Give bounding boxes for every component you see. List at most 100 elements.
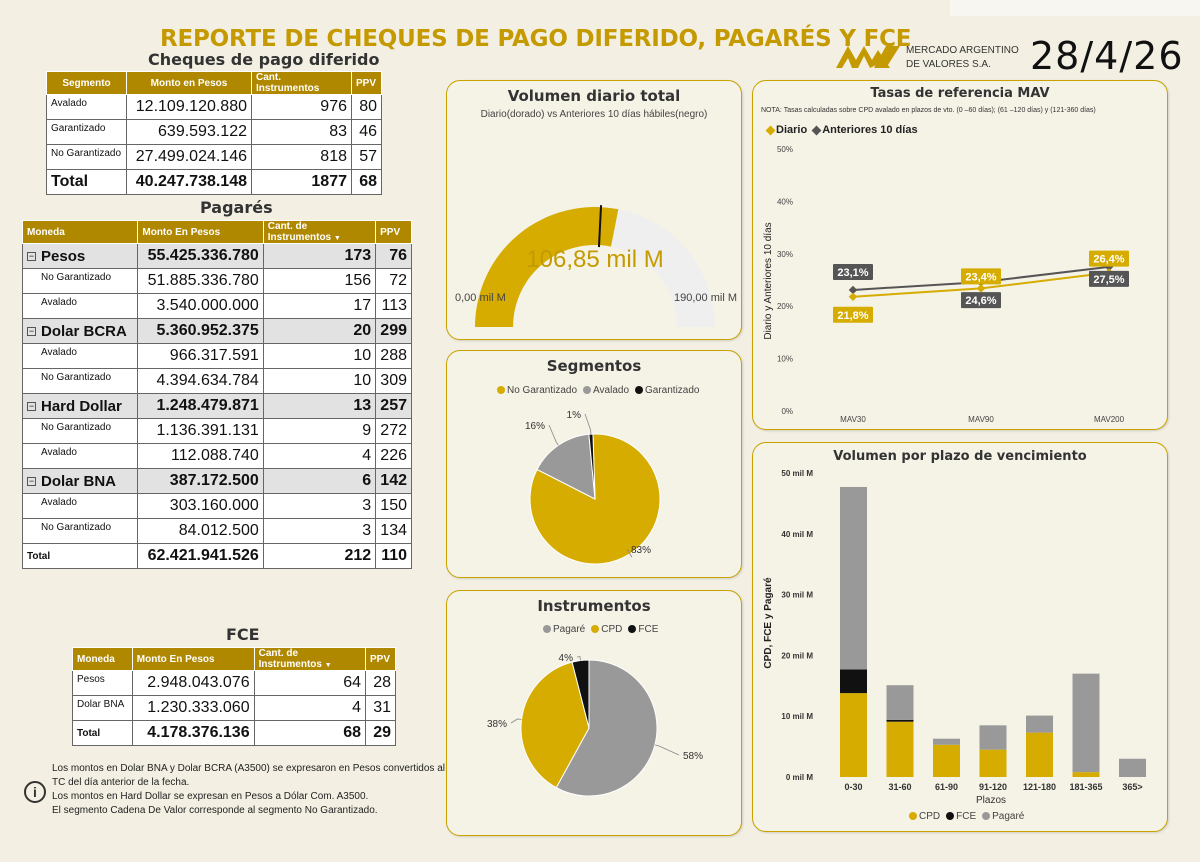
legend-marker-icon [583, 386, 592, 394]
group-name: Dolar BNA [41, 472, 117, 490]
group-name: Pesos [41, 247, 86, 265]
collapse-icon[interactable]: − [27, 400, 36, 411]
instrumentos-legend: Pagaré CPD FCE [537, 624, 658, 635]
legend-label: FCE [956, 811, 977, 822]
group-row[interactable]: − Hard Dollar 1.248.479.871 13 257 [21, 393, 412, 419]
legend-item[interactable]: No Garantizado [491, 385, 577, 396]
bar-segment [979, 725, 1007, 750]
y-axis-label: Diario y Anteriores 10 días [763, 222, 774, 339]
cell-moneda[interactable]: − Hard Dollar [21, 393, 139, 419]
cell-moneda[interactable]: − Dolar BNA [21, 468, 139, 494]
legend-item[interactable]: Garantizado [629, 385, 700, 396]
cell-monto: 4.178.376.136 [131, 720, 255, 746]
group-name: Dolar BCRA [41, 322, 127, 340]
cell-ppv: 113 [375, 293, 412, 319]
y-tick-label: 0 mil M [786, 773, 813, 782]
pie-leader-line [548, 424, 559, 446]
cell-seg: No Garantizado [21, 268, 139, 294]
pie-slice [588, 433, 596, 500]
bar-segment [840, 486, 867, 670]
col-cant: Cant. Instrumentos [251, 71, 352, 95]
table-row: Dolar BNA 1.230.333.060 4 31 [72, 695, 397, 721]
cell-monto: 40.247.738.148 [126, 169, 252, 195]
legend-item[interactable]: Avalado [577, 385, 629, 396]
col-cant[interactable]: Cant. de Instrumentos ▼ [262, 220, 377, 244]
x-tick-label: 121-180 [1023, 782, 1056, 792]
cheques-title: Cheques de pago diferido [148, 50, 380, 69]
legend-item[interactable]: FCE [622, 624, 658, 635]
legend-marker-icon [497, 386, 505, 394]
series-point [848, 292, 858, 302]
cell-cant: 17 [262, 293, 377, 319]
table-row: No Garantizado 1.136.391.131 9 272 [21, 418, 412, 444]
cell-seg: Garantizado [46, 119, 127, 145]
instrumentos-pie: 58% 38% 4% [487, 653, 703, 797]
cell-moneda[interactable]: − Pesos [21, 243, 139, 269]
cell-monto: 303.160.000 [137, 493, 264, 519]
group-row[interactable]: − Dolar BCRA 5.360.952.375 20 299 [21, 318, 412, 344]
pagares-table: Moneda Monto En Pesos Cant. de Instrumen… [21, 220, 412, 569]
cell-seg: Dolar BNA [72, 695, 133, 721]
bar-segment [840, 669, 867, 694]
cell-ppv: 68 [351, 169, 382, 195]
group-row[interactable]: − Pesos 55.425.336.780 173 76 [21, 243, 412, 269]
table-row: Pesos 2.948.043.076 64 28 [72, 670, 397, 696]
series-point [848, 285, 858, 295]
y-tick-label: 40 mil M [781, 530, 813, 539]
series-point [976, 284, 986, 293]
cell-cant: 4 [253, 695, 366, 721]
legend-item[interactable]: CPD [585, 624, 622, 635]
x-tick-label: MAV90 [968, 415, 994, 424]
data-label-box [833, 263, 873, 280]
cell-cant: 3 [262, 493, 377, 519]
legend-item[interactable]: Pagaré [537, 624, 585, 635]
cell-ppv: 110 [375, 543, 412, 569]
cell-cant: 4 [262, 443, 377, 469]
legend-item[interactable]: Diario [761, 124, 807, 136]
bar-segment [1072, 673, 1100, 773]
y-tick-label: 20 mil M [781, 651, 813, 660]
group-row[interactable]: − Dolar BNA 387.172.500 6 142 [21, 468, 412, 494]
legend-item[interactable]: Pagaré [976, 811, 1024, 822]
cell-monto: 1.136.391.131 [137, 418, 264, 444]
cell-seg: Avalado [21, 493, 139, 519]
gauge-value-arc [475, 207, 619, 327]
legend-marker-icon [982, 812, 991, 820]
segmentos-panel: Segmentos No Garantizado Avalado Garantiza… [446, 350, 742, 578]
y-tick-label: 0% [781, 407, 793, 416]
cell-monto: 3.540.000.000 [137, 293, 264, 319]
table-header: Moneda Monto En Pesos Cant. de Instrumen… [72, 647, 397, 671]
col-monto: Monto en Pesos [126, 71, 252, 95]
mav-logo-icon [836, 46, 900, 68]
group-name: Hard Dollar [41, 397, 122, 415]
cell-cant: 1877 [251, 169, 352, 195]
cell-monto: 27.499.024.146 [126, 144, 252, 170]
cell-moneda[interactable]: − Dolar BCRA [21, 318, 139, 344]
total-row: Total 4.178.376.136 68 29 [72, 720, 397, 746]
col-cant[interactable]: Cant. de Instrumentos ▼ [253, 647, 366, 671]
cell-ppv: 142 [375, 468, 412, 494]
cell-seg: Avalado [21, 443, 139, 469]
cell-cant: 156 [262, 268, 377, 294]
legend-item[interactable]: CPD [903, 811, 940, 822]
cell-seg: Avalado [21, 293, 139, 319]
cell-monto: 639.593.122 [126, 119, 252, 145]
plazo-bar-chart: 0 mil M 10 mil M 20 mil M 30 mil M 40 mil M 5… [763, 469, 1146, 806]
table-row: Garantizado 639.593.122 83 46 [46, 119, 382, 145]
x-tick-label: 91-120 [979, 782, 1007, 792]
legend-marker-icon [635, 386, 644, 394]
data-label-box [1089, 250, 1129, 267]
cell-cant: 13 [262, 393, 377, 419]
legend-item[interactable]: Anteriores 10 días [807, 124, 918, 136]
collapse-icon[interactable]: − [27, 325, 36, 336]
bar-segment [933, 738, 960, 745]
tasas-line-chart: 0% 10% 20% 30% 40% 50% MAV30 MAV90 MAV200 Diario … [763, 145, 1129, 424]
pie-leader-line [654, 744, 680, 756]
gauge-value-label: 106,85 mil M [526, 246, 663, 273]
bar-segment [840, 693, 867, 777]
cell-monto: 387.172.500 [137, 468, 264, 494]
collapse-icon[interactable]: − [27, 250, 36, 261]
collapse-icon[interactable]: − [27, 475, 36, 486]
y-tick-label: 50% [777, 145, 793, 154]
legend-item[interactable]: FCE [940, 811, 976, 822]
